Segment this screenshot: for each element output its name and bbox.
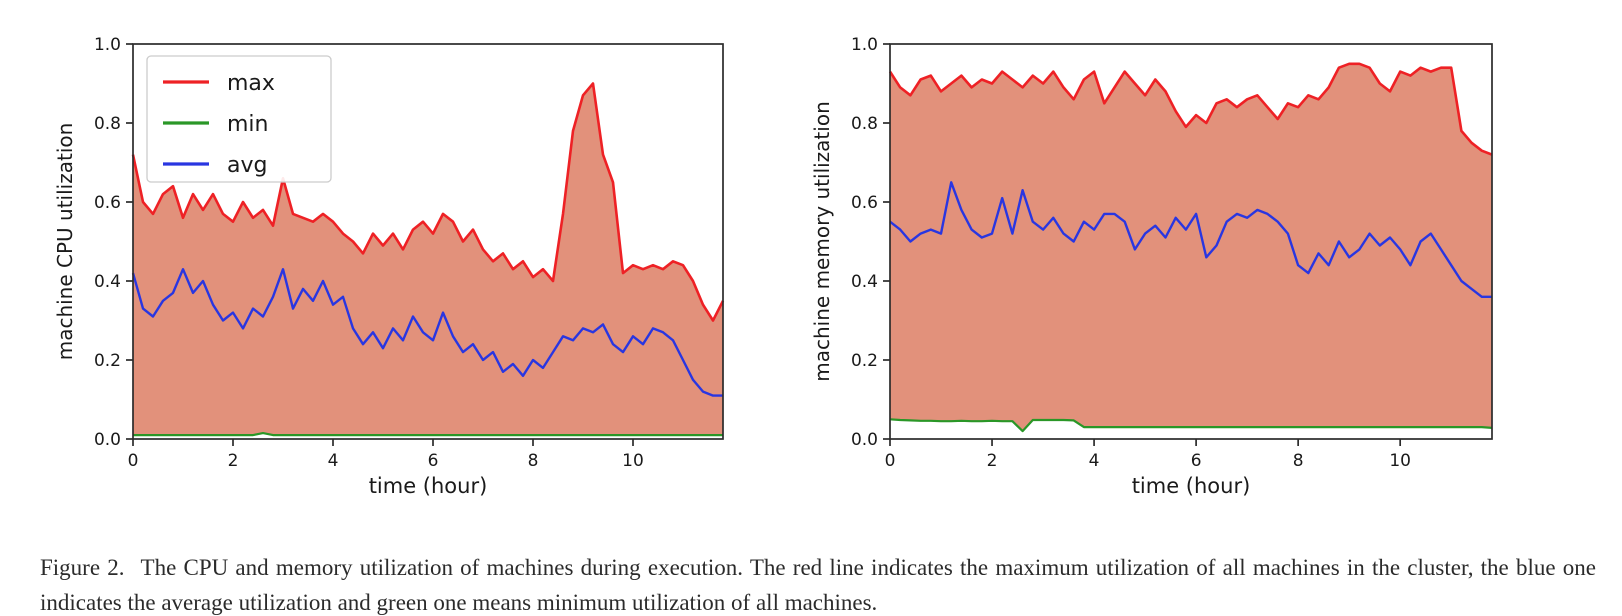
x-axis-label: time (hour) <box>369 474 488 498</box>
x-tick-label: 2 <box>987 451 998 471</box>
avg-line <box>889 181 1492 298</box>
legend-label-avg: avg <box>227 153 267 178</box>
x-tick-label: 4 <box>328 451 339 471</box>
y-tick-label: 0.8 <box>851 114 878 134</box>
min-line <box>133 432 723 437</box>
y-tick-label: 0.0 <box>851 430 878 450</box>
x-tick-label: 4 <box>1089 451 1100 471</box>
y-tick-label: 0.4 <box>94 272 121 292</box>
max-line <box>131 82 725 322</box>
y-tick-label: 0.2 <box>851 351 878 371</box>
y-tick-label: 1.0 <box>94 35 121 55</box>
x-tick-label: 0 <box>885 451 896 471</box>
y-axis-label: machine CPU utilization <box>53 123 77 361</box>
avg-line <box>131 268 723 397</box>
x-tick-label: 2 <box>228 451 239 471</box>
figure-caption-label: Figure 2. <box>40 555 125 580</box>
x-tick-label: 8 <box>1293 451 1304 471</box>
memory-chart-block: 0 2 4 6 8 10 0.0 0.2 0.4 0.6 0.8 1.0 time (hour) mach… <box>800 10 1500 506</box>
x-tick-label: 6 <box>1191 451 1202 471</box>
plot-border <box>889 43 1493 440</box>
legend-label-max: max <box>227 71 275 96</box>
cpu-chart-block: 0 2 4 6 8 10 0.0 0.2 0.4 0.6 0.8 1.0 time (hour) mach… <box>43 10 731 506</box>
x-tick-label: 6 <box>428 451 439 471</box>
x-axis-label: time (hour) <box>1132 474 1251 498</box>
max-line <box>888 62 1493 156</box>
x-tick-label: 10 <box>622 451 644 471</box>
y-tick-label: 0.0 <box>94 430 121 450</box>
x-tick-label: 10 <box>1389 451 1411 471</box>
y-axis-label: machine memory utilization <box>810 101 834 381</box>
figure-caption: Figure 2. The CPU and memory utilization … <box>40 551 1596 616</box>
legend-label-min: min <box>227 112 269 137</box>
y-tick-label: 0.8 <box>94 114 121 134</box>
min-line <box>889 418 1493 433</box>
plot-border <box>132 43 724 440</box>
y-tick-label: 0.2 <box>94 351 121 371</box>
cpu-utilization-chart: 0 2 4 6 8 10 0.0 0.2 0.4 0.6 0.8 1.0 time (hour) mach… <box>53 35 725 498</box>
x-tick-label: 8 <box>528 451 539 471</box>
y-tick-label: 1.0 <box>851 35 878 55</box>
legend-box <box>146 55 332 183</box>
x-tick-label: 0 <box>128 451 139 471</box>
y-tick-label: 0.4 <box>851 272 878 292</box>
min-max-fill-area <box>890 63 1492 432</box>
y-tick-label: 0.6 <box>94 193 121 213</box>
memory-utilization-chart: 0 2 4 6 8 10 0.0 0.2 0.4 0.6 0.8 1.0 time (hour) mach… <box>810 35 1493 498</box>
min-max-fill-area <box>133 83 723 436</box>
y-tick-label: 0.6 <box>851 193 878 213</box>
figure-caption-text: The CPU and memory utilization of machin… <box>40 555 1596 615</box>
